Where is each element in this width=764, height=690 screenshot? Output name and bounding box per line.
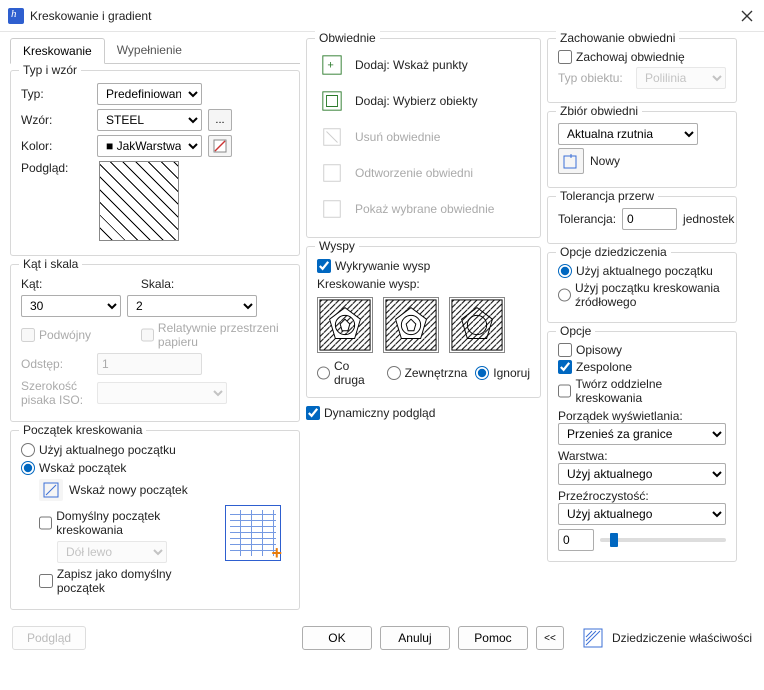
angle-select[interactable]: 30 bbox=[21, 295, 121, 317]
pattern-select[interactable]: STEEL bbox=[97, 109, 202, 131]
group-options: Opcje Opisowy Zespolone Twórz oddzielne … bbox=[547, 331, 737, 562]
group-retain: Zachowanie obwiedni Zachowaj obwiednię T… bbox=[547, 38, 737, 103]
group-angle-scale: Kąt i skala Kąt: Skala: 30 2 Podwójny Re… bbox=[10, 264, 300, 422]
origin-position-select: Dół lewo bbox=[57, 541, 167, 563]
scale-select[interactable]: 2 bbox=[127, 295, 257, 317]
group-gap: Tolerancja przerw Tolerancja: jednostek bbox=[547, 196, 737, 244]
pattern-label: Wzór: bbox=[21, 113, 91, 127]
collapse-button[interactable]: << bbox=[536, 626, 564, 650]
origin-current-radio[interactable] bbox=[21, 443, 35, 457]
inherit-label[interactable]: Dziedziczenie właściwości bbox=[612, 631, 752, 645]
objtype-label: Typ obiektu: bbox=[558, 71, 630, 85]
boundary-set-select[interactable]: Aktualna rzutnia bbox=[558, 123, 698, 145]
group-origin: Początek kreskowania Użyj aktualnego poc… bbox=[10, 430, 300, 610]
descriptive-checkbox[interactable] bbox=[558, 343, 572, 357]
trans-num-input[interactable] bbox=[558, 529, 594, 551]
recreate-icon bbox=[319, 160, 345, 186]
svg-text:+: + bbox=[327, 60, 333, 72]
draw-order-select[interactable]: Przenieś za granice bbox=[558, 423, 726, 445]
double-checkbox bbox=[21, 328, 35, 342]
background-color-button[interactable] bbox=[208, 135, 232, 157]
group-boundaries: Obwiednie + Dodaj: Wskaż punkty Dodaj: W… bbox=[306, 38, 541, 238]
tab-hatch[interactable]: Kreskowanie bbox=[10, 38, 105, 64]
gap-label: Tolerancja: bbox=[558, 212, 616, 226]
save-default-checkbox[interactable] bbox=[39, 574, 53, 588]
group-boundary-set: Zbiór obwiedni Aktualna rzutnia Nowy bbox=[547, 111, 737, 188]
origin-preview bbox=[225, 505, 281, 561]
preview-button: Podgląd bbox=[12, 626, 86, 650]
spacing-label: Odstęp: bbox=[21, 357, 91, 371]
show-boundaries: Pokaż wybrane obwiednie bbox=[317, 191, 530, 227]
origin-specify-radio[interactable] bbox=[21, 461, 35, 475]
group-islands: Wyspy Wykrywanie wysp Kreskowanie wysp: … bbox=[306, 246, 541, 398]
iso-select bbox=[97, 382, 227, 404]
app-icon bbox=[8, 8, 24, 24]
keep-boundary-checkbox[interactable] bbox=[558, 50, 572, 64]
scale-label: Skala: bbox=[141, 277, 174, 291]
window-title: Kreskowanie i gradient bbox=[30, 9, 151, 23]
help-button[interactable]: Pomoc bbox=[458, 626, 528, 650]
gap-units: jednostek bbox=[683, 212, 734, 226]
type-select[interactable]: Predefiniowana bbox=[97, 83, 202, 105]
close-button[interactable] bbox=[738, 7, 756, 25]
associative-checkbox[interactable] bbox=[558, 360, 572, 374]
pick-points-icon: + bbox=[319, 52, 345, 78]
add-pick-points[interactable]: + Dodaj: Wskaż punkty bbox=[317, 47, 530, 83]
separate-checkbox[interactable] bbox=[558, 384, 571, 398]
inherit-current-radio[interactable] bbox=[558, 264, 572, 278]
color-select[interactable]: ■ JakWarstwa bbox=[97, 135, 202, 157]
island-outer-img[interactable] bbox=[383, 297, 439, 353]
trans-select[interactable]: Użyj aktualnego bbox=[558, 503, 726, 525]
trans-label: Przeźroczystość: bbox=[558, 489, 726, 503]
add-select-objects[interactable]: Dodaj: Wybierz obiekty bbox=[317, 83, 530, 119]
group-type-pattern: Typ i wzór Typ: Predefiniowana Wzór: STE… bbox=[10, 70, 300, 256]
angle-label: Kąt: bbox=[21, 277, 42, 291]
show-icon bbox=[319, 196, 345, 222]
recreate-boundary: Odtworzenie obwiedni bbox=[317, 155, 530, 191]
pick-origin-icon[interactable] bbox=[39, 479, 63, 501]
dynamic-preview-checkbox[interactable] bbox=[306, 406, 320, 420]
group-inherit-opts: Opcje dziedziczenia Użyj aktualnego pocz… bbox=[547, 252, 737, 323]
layer-label: Warstwa: bbox=[558, 449, 726, 463]
default-origin-checkbox[interactable] bbox=[39, 516, 52, 530]
draw-order-label: Porządek wyświetlania: bbox=[558, 409, 726, 423]
island-ignore-img[interactable] bbox=[449, 297, 505, 353]
new-set-label[interactable]: Nowy bbox=[590, 154, 620, 168]
pattern-browse-button[interactable]: ... bbox=[208, 109, 232, 131]
new-set-icon[interactable] bbox=[558, 148, 584, 174]
island-detect-checkbox[interactable] bbox=[317, 259, 331, 273]
island-style-label: Kreskowanie wysp: bbox=[317, 277, 530, 291]
island-normal-img[interactable] bbox=[317, 297, 373, 353]
gap-input[interactable] bbox=[622, 208, 677, 230]
inherit-source-radio[interactable] bbox=[558, 288, 571, 302]
trans-slider[interactable] bbox=[600, 538, 726, 542]
objtype-select: Polilinia bbox=[636, 67, 726, 89]
island-outer-radio[interactable] bbox=[387, 366, 401, 380]
ok-button[interactable]: OK bbox=[302, 626, 372, 650]
cancel-button[interactable]: Anuluj bbox=[380, 626, 450, 650]
remove-boundaries: Usuń obwiednie bbox=[317, 119, 530, 155]
group-title: Typ i wzór bbox=[19, 63, 81, 77]
select-objects-icon bbox=[319, 88, 345, 114]
remove-icon bbox=[319, 124, 345, 150]
type-label: Typ: bbox=[21, 87, 91, 101]
paper-checkbox bbox=[141, 328, 154, 342]
layer-select[interactable]: Użyj aktualnego bbox=[558, 463, 726, 485]
color-label: Kolor: bbox=[21, 139, 91, 153]
island-alt-radio[interactable] bbox=[317, 366, 330, 380]
inherit-icon[interactable] bbox=[582, 627, 604, 649]
tab-fill[interactable]: Wypełnienie bbox=[105, 38, 194, 63]
pattern-preview[interactable] bbox=[99, 161, 179, 241]
preview-label: Podgląd: bbox=[21, 161, 91, 175]
iso-label: Szerokość pisaka ISO: bbox=[21, 379, 91, 407]
pick-new-label[interactable]: Wskaż nowy początek bbox=[69, 483, 188, 497]
spacing-input bbox=[97, 353, 202, 375]
island-ignore-radio[interactable] bbox=[475, 366, 489, 380]
